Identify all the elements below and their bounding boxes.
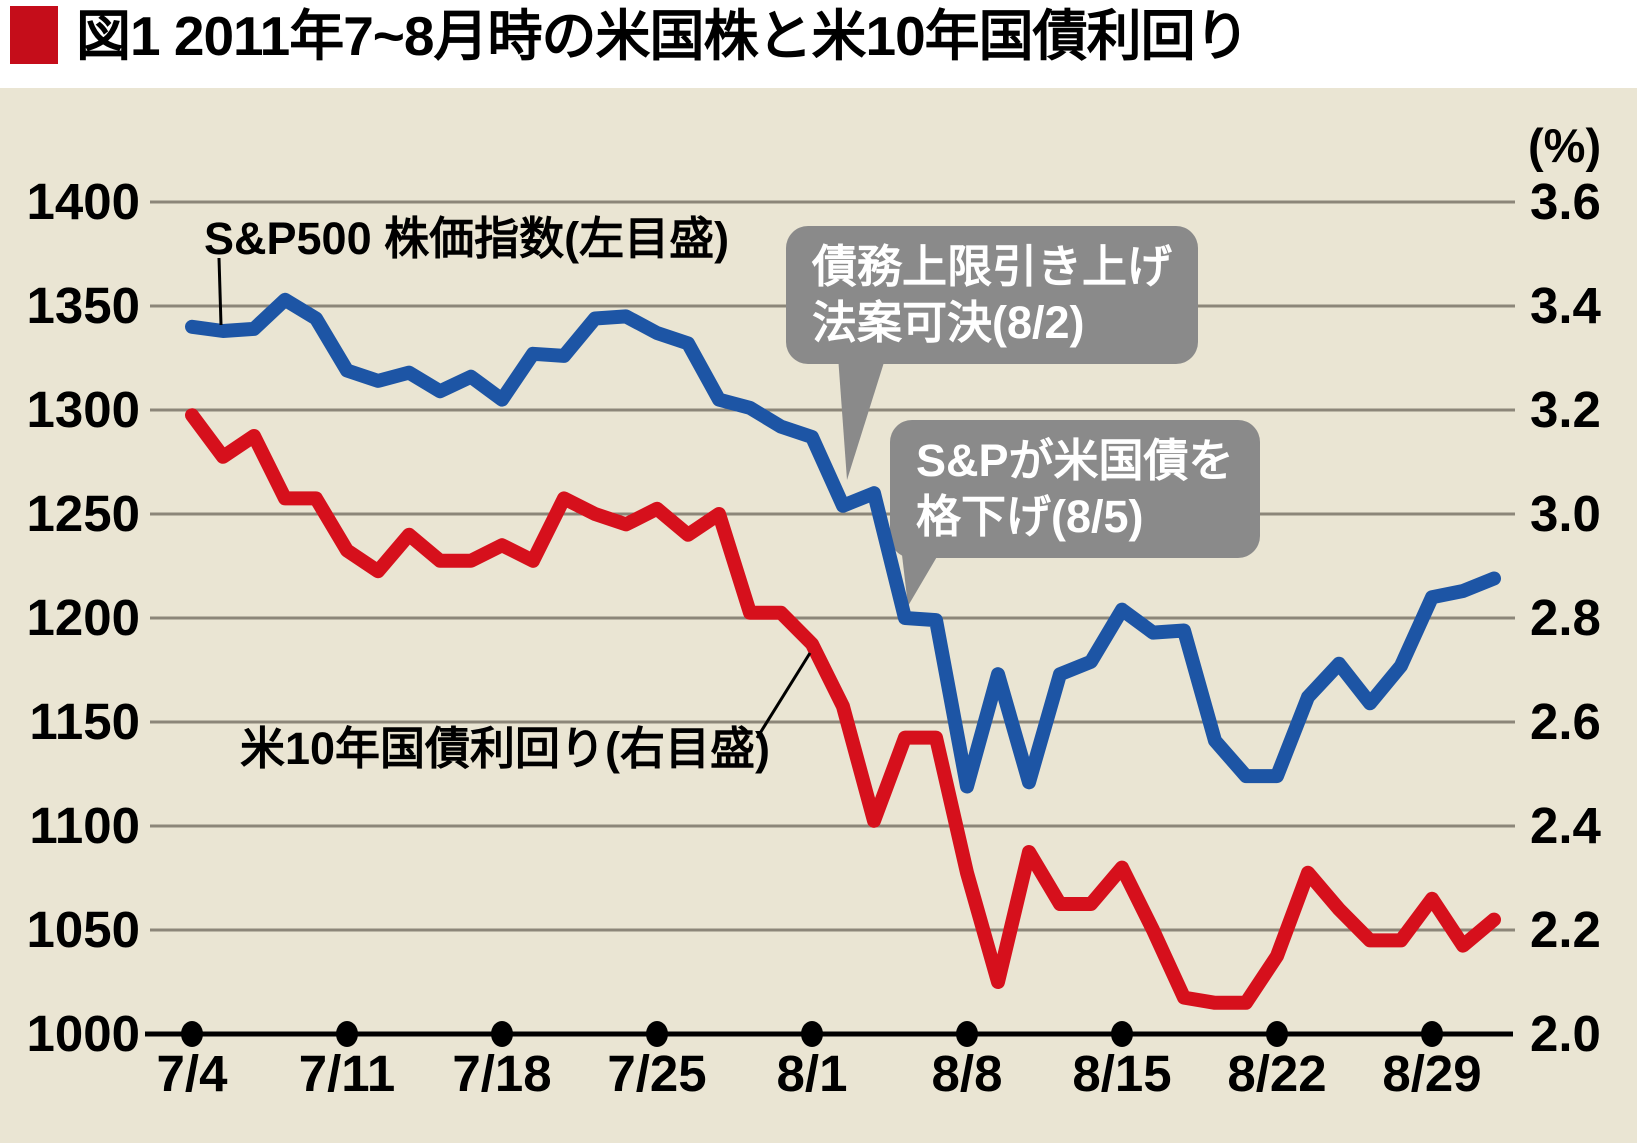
left-axis-tick: 1100 — [29, 797, 140, 854]
left-axis-tick: 1200 — [26, 589, 140, 646]
right-axis-unit-label: (%) — [1528, 119, 1602, 172]
x-axis-tick: 8/8 — [931, 1045, 1003, 1102]
title-bar: 図1 2011年7~8月時の米国株と米10年国債利回り — [0, 0, 1637, 88]
annotation-line: S&Pが米国債を — [916, 435, 1234, 486]
x-axis-tick: 8/15 — [1072, 1045, 1172, 1102]
annotation-debt-ceiling: 債務上限引き上げ 法案可決(8/2) — [786, 226, 1199, 364]
right-axis-tick: 2.4 — [1530, 797, 1601, 854]
right-axis-tick: 3.4 — [1530, 277, 1601, 334]
left-axis-tick: 1400 — [26, 173, 140, 230]
x-axis-tick: 8/1 — [776, 1045, 848, 1102]
right-axis-tick: 3.6 — [1530, 173, 1601, 230]
x-axis-tick: 7/11 — [298, 1045, 396, 1102]
right-axis-tick: 2.8 — [1530, 589, 1601, 646]
x-axis-tick: 7/25 — [607, 1045, 707, 1102]
right-axis-tick: 3.2 — [1530, 381, 1601, 438]
right-axis-tick: 2.0 — [1530, 1005, 1601, 1062]
left-axis-tick: 1350 — [26, 277, 140, 334]
left-axis-tick: 1050 — [26, 901, 140, 958]
page-title: 図1 2011年7~8月時の米国株と米10年国債利回り — [76, 5, 1250, 67]
left-axis-tick: 1250 — [26, 485, 140, 542]
left-axis-tick: 1000 — [26, 1005, 140, 1062]
left-axis-tick: 1150 — [29, 693, 140, 750]
right-axis-tick: 3.0 — [1530, 485, 1601, 542]
right-axis-tick: 2.6 — [1530, 693, 1601, 750]
series-label-sp500: S&P500 株価指数(左目盛) — [204, 213, 730, 264]
x-axis-tick: 8/29 — [1382, 1045, 1482, 1102]
left-axis-tick: 1300 — [26, 381, 140, 438]
annotation-line: 債務上限引き上げ — [812, 241, 1173, 292]
title-red-square-icon — [10, 6, 58, 64]
annotation-sp-downgrade: S&Pが米国債を 格下げ(8/5) — [890, 420, 1260, 558]
annotation-line: 法案可決(8/2) — [812, 297, 1085, 348]
series-label-us10y: 米10年国債利回り(右目盛) — [240, 723, 771, 774]
x-axis-tick: 7/4 — [156, 1045, 228, 1102]
x-axis-tick: 8/22 — [1227, 1045, 1327, 1102]
annotation-line: 格下げ(8/5) — [916, 491, 1144, 542]
right-axis-tick: 2.2 — [1530, 901, 1601, 958]
x-axis-tick: 7/18 — [452, 1045, 552, 1102]
